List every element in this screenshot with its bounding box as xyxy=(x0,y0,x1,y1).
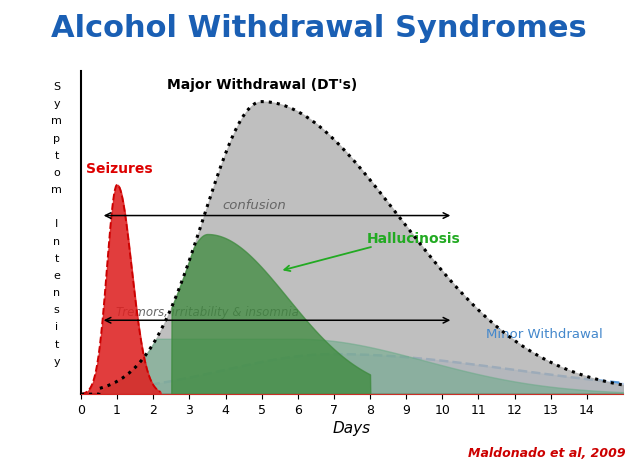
Text: y: y xyxy=(53,357,60,367)
Text: S: S xyxy=(53,82,60,92)
Text: Alcohol Withdrawal Syndromes: Alcohol Withdrawal Syndromes xyxy=(51,14,587,43)
Text: t: t xyxy=(54,339,59,350)
Text: t: t xyxy=(54,254,59,264)
Text: Hallucinosis: Hallucinosis xyxy=(366,232,460,246)
Text: I: I xyxy=(55,219,58,229)
Text: e: e xyxy=(53,271,60,281)
Text: m: m xyxy=(51,185,62,195)
Text: t: t xyxy=(54,151,59,161)
Text: y: y xyxy=(53,99,60,109)
Text: o: o xyxy=(53,168,60,178)
Text: Minor Withdrawal: Minor Withdrawal xyxy=(486,328,602,340)
Text: Seizures: Seizures xyxy=(86,162,153,176)
Text: p: p xyxy=(53,133,60,144)
X-axis label: Days: Days xyxy=(333,421,371,436)
Text: Tremors, irritability & insomnia: Tremors, irritability & insomnia xyxy=(116,306,299,319)
Text: n: n xyxy=(53,237,60,246)
Text: i: i xyxy=(55,322,58,332)
Text: confusion: confusion xyxy=(223,199,286,213)
Text: Maldonado et al, 2009: Maldonado et al, 2009 xyxy=(468,447,625,460)
Text: m: m xyxy=(51,116,62,126)
Text: s: s xyxy=(54,306,59,315)
Text: n: n xyxy=(53,288,60,298)
Text: Major Withdrawal (DT's): Major Withdrawal (DT's) xyxy=(167,79,357,93)
